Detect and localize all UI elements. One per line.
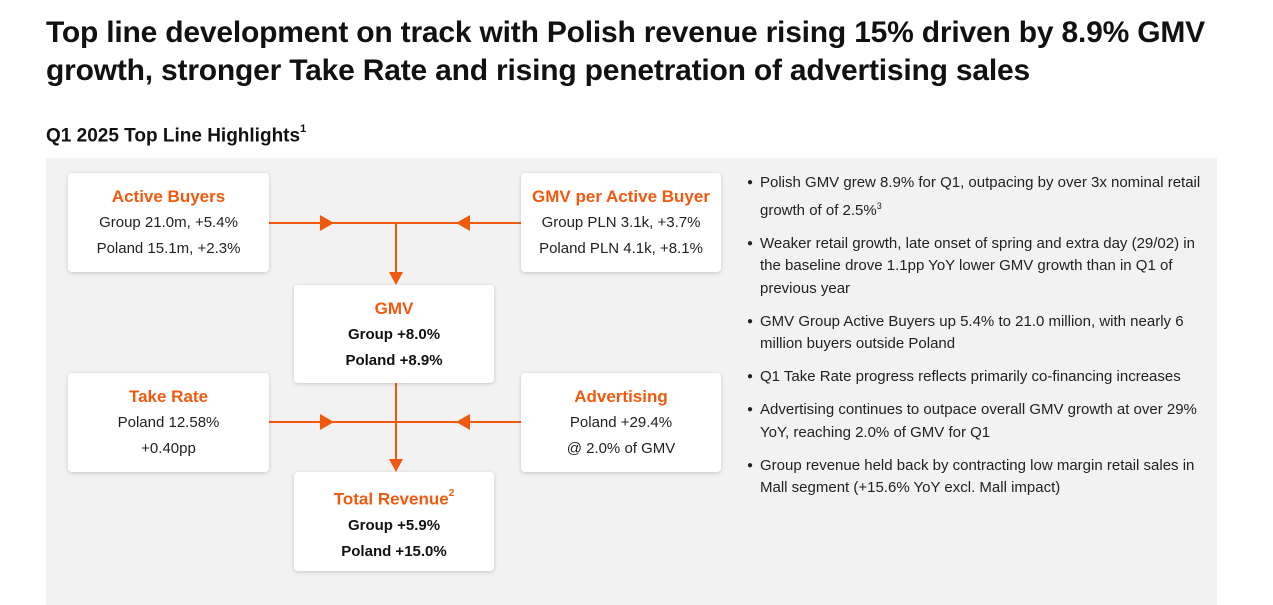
subtitle-text: Q1 2025 Top Line Highlights [46,125,301,147]
card-title: Total Revenue2 [294,483,494,513]
bullet-text: Advertising continues to outpace overall… [760,401,1197,441]
card-line: Poland +8.9% [345,352,443,369]
card-title: GMV [374,299,414,318]
card-line: +0.40pp [141,440,196,457]
card-gmv: GMV Group +8.0% Poland +8.9% [294,285,494,383]
card-line: Group PLN 3.1k, +3.7% [541,214,701,231]
arrow-right-bottom [320,414,334,430]
card-line: Poland +15.0% [341,542,447,560]
card-title-footnote: 2 [448,488,455,499]
card-line: Poland +29.4% [569,414,673,431]
bullet-item: Polish GMV grew 8.9% for Q1, outpacing b… [747,172,1207,222]
arrow-down-revenue [389,459,403,472]
card-title: Take Rate [128,387,209,406]
card-active-buyers: Active Buyers Group 21.0m, +5.4% Poland … [68,173,269,272]
card-line: Group +8.0% [347,326,441,343]
bullet-text: Weaker retail growth, late onset of spri… [760,234,1195,297]
card-title: GMV per Active Buyer [532,187,710,206]
bullet-text: Polish GMV grew 8.9% for Q1, outpacing b… [760,174,1201,219]
card-title-text: Total Revenue [333,489,449,509]
subtitle-footnote: 1 [300,123,307,135]
bullet-item: Q1 Take Rate progress reflects primarily… [747,366,1207,389]
card-line: Group +5.9% [347,516,441,534]
bullet-text: GMV Group Active Buyers up 5.4% to 21.0 … [760,312,1184,353]
card-line: @ 2.0% of GMV [566,440,676,457]
arrow-left-bottom [456,414,470,430]
arrow-right-top [320,215,334,231]
card-line: Poland 15.1m, +2.3% [96,240,241,257]
card-line: Group 21.0m, +5.4% [99,214,238,231]
bullet-item: Advertising continues to outpace overall… [747,399,1207,444]
card-gmv-per-active-buyer: GMV per Active Buyer Group PLN 3.1k, +3.… [521,173,721,272]
arrow-left-top [456,215,470,231]
highlights-bullet-list: Polish GMV grew 8.9% for Q1, outpacing b… [747,172,1207,510]
card-line: Poland 12.58% [117,414,220,431]
card-title: Active Buyers [111,187,226,206]
card-take-rate: Take Rate Poland 12.58% +0.40pp [68,373,269,472]
card-total-revenue: Total Revenue2 Group +5.9% Poland +15.0% [294,472,494,571]
bullet-text: Group revenue held back by contracting l… [760,456,1195,497]
arrow-down-gmv [389,272,403,285]
card-title: Advertising [574,387,668,406]
bullet-text: Q1 Take Rate progress reflects primarily… [760,368,1181,385]
bullet-item: Group revenue held back by contracting l… [747,455,1207,500]
card-advertising: Advertising Poland +29.4% @ 2.0% of GMV [521,373,721,472]
bullet-item: GMV Group Active Buyers up 5.4% to 21.0 … [747,311,1207,356]
section-subtitle: Q1 2025 Top Line Highlights1 [46,123,307,147]
bullet-footnote: 3 [876,200,882,211]
page-title: Top line development on track with Polis… [46,16,1205,87]
bullet-item: Weaker retail growth, late onset of spri… [747,233,1207,301]
card-line: Poland PLN 4.1k, +8.1% [539,240,703,257]
